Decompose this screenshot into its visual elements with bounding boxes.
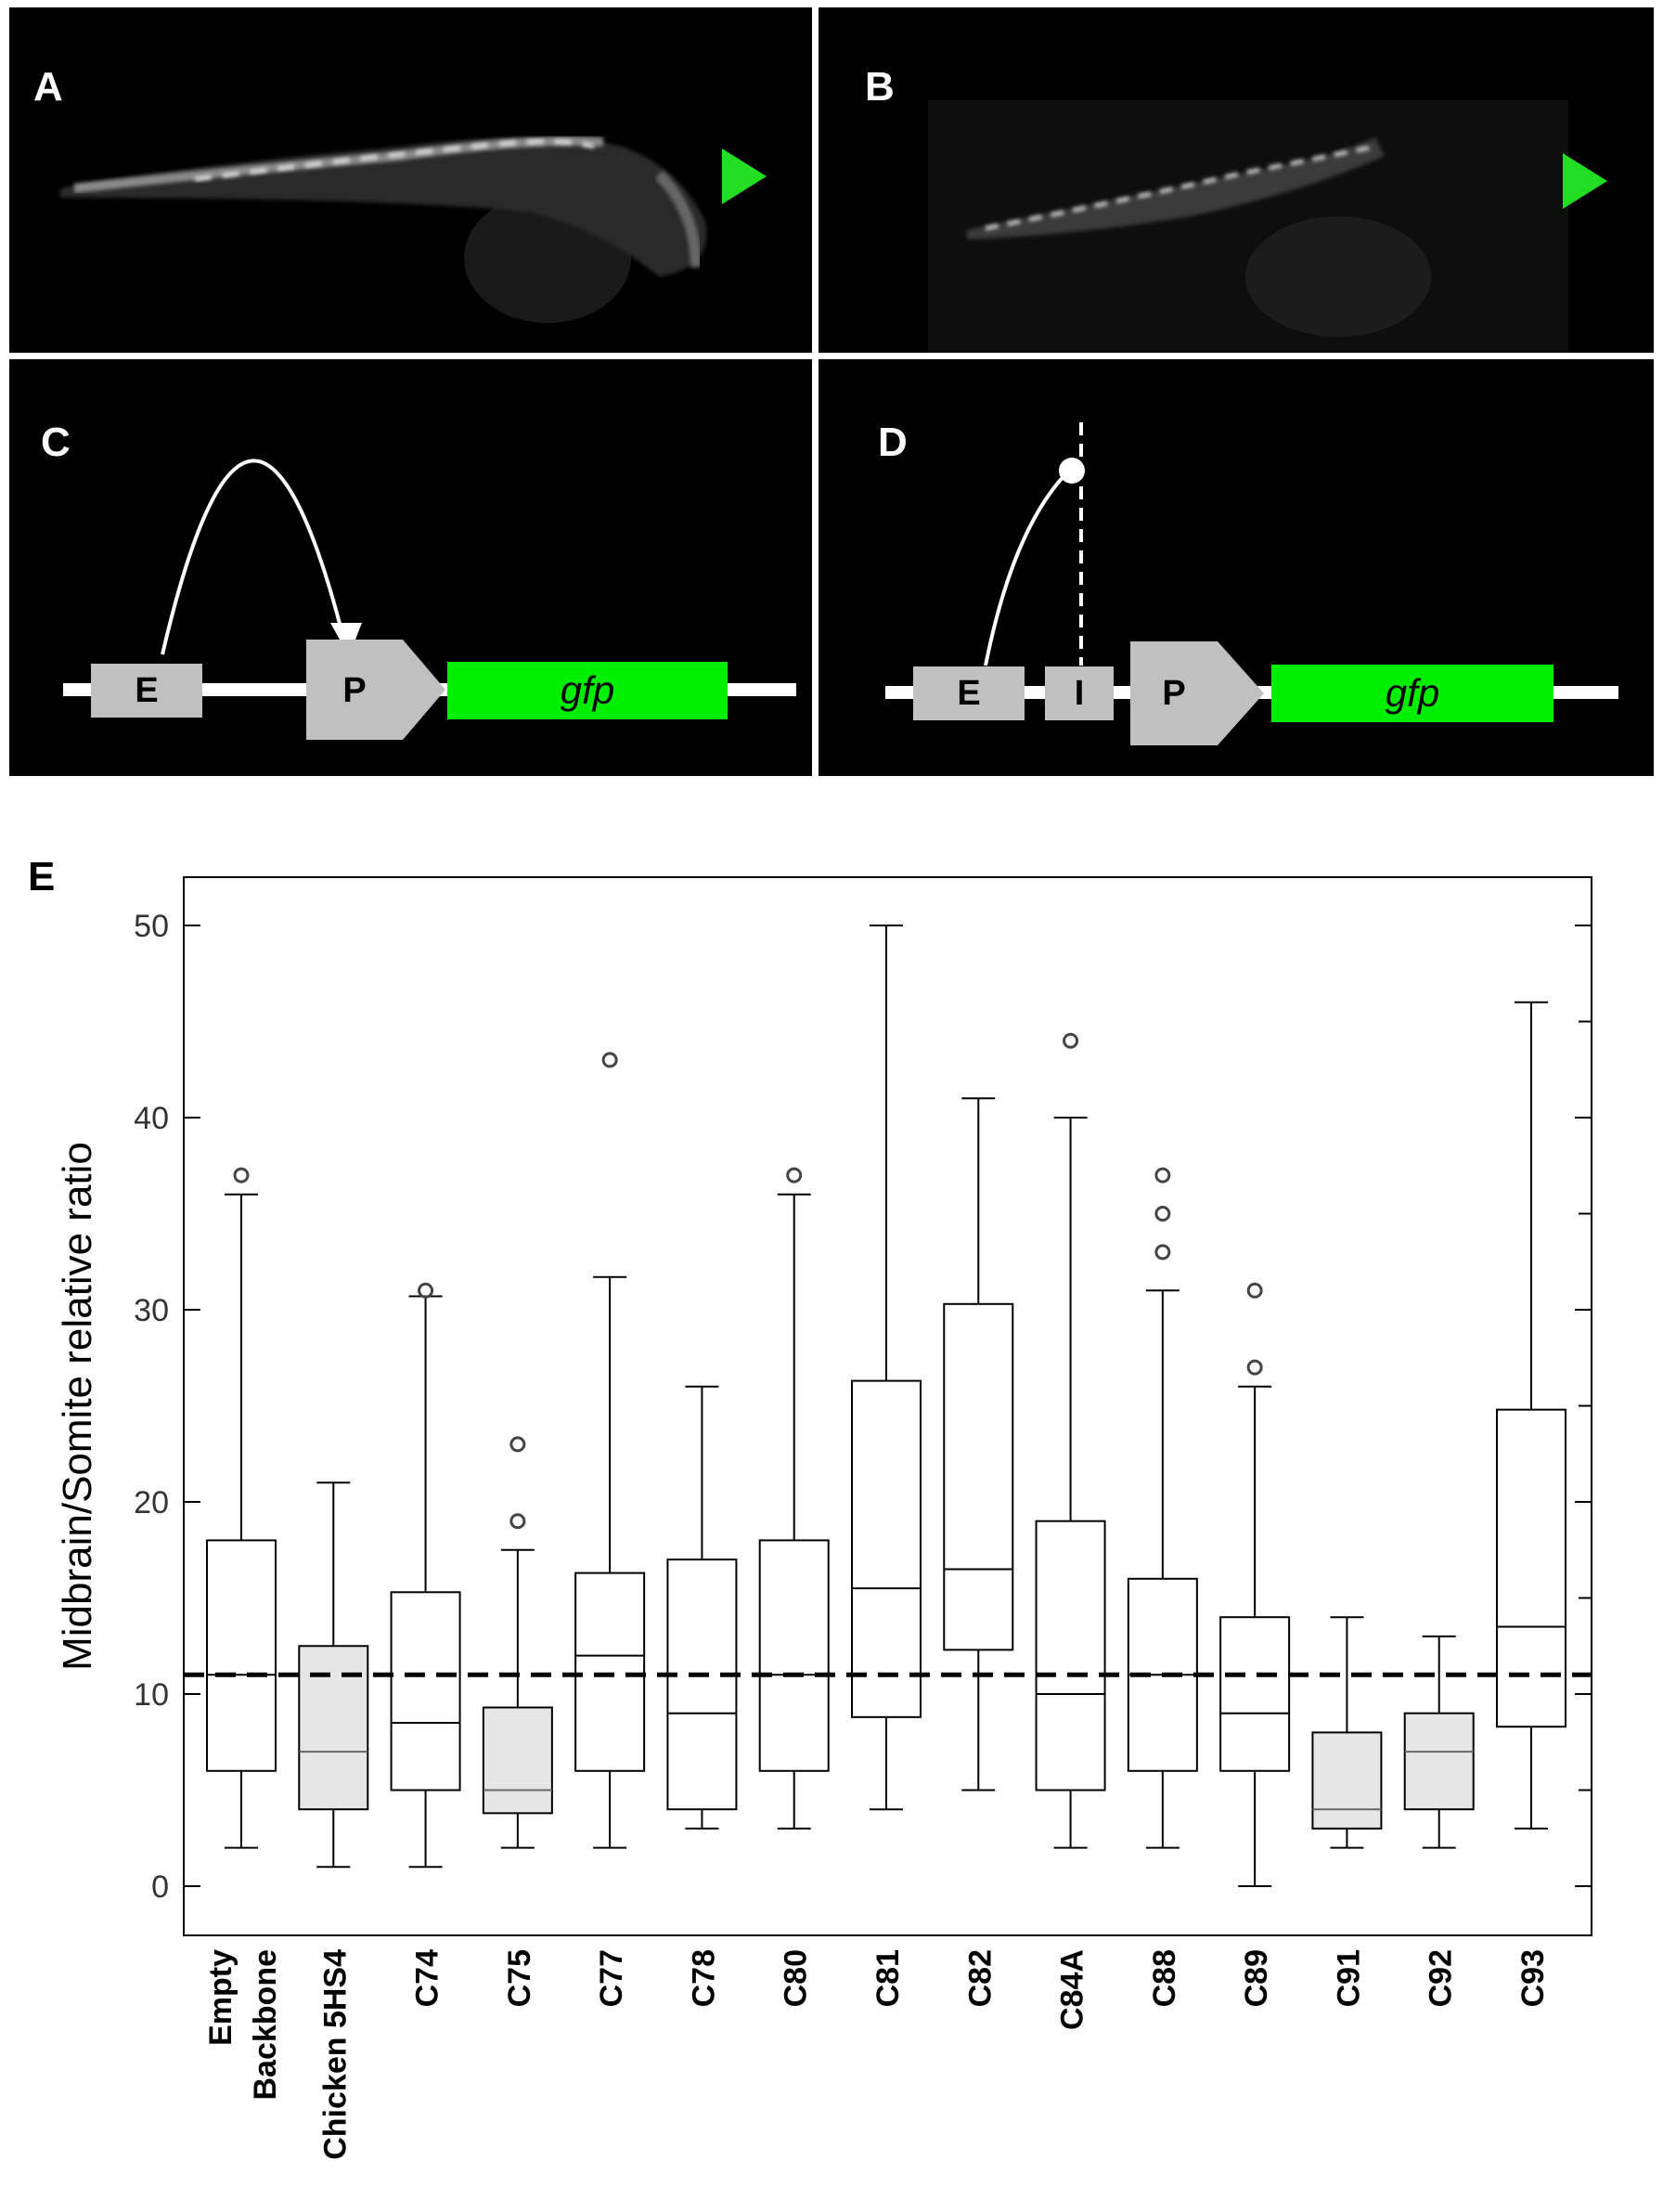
outlier-point: [1154, 1206, 1171, 1222]
category-label: C92: [1424, 1949, 1459, 2007]
category-label: C82: [962, 1949, 998, 2007]
category-label: C89: [1239, 1949, 1274, 2007]
panel-c: C E P gfp: [9, 359, 812, 776]
enhancer-block-d: E: [913, 666, 1025, 720]
insulator-blocked-arrow: [984, 422, 1264, 745]
gfp-reporter-c: gfp: [447, 662, 728, 719]
category-label-line: C84A: [1055, 1949, 1090, 2030]
promoter-arrow-d: [1130, 641, 1264, 745]
category-label-line: C91: [1331, 1949, 1366, 2007]
outlier-point: [418, 1282, 434, 1299]
outlier-point: [786, 1167, 803, 1184]
category-label: Chicken 5HS4: [317, 1949, 353, 2160]
embryo-a-image: [60, 136, 707, 323]
arrowhead-a-icon: [722, 149, 767, 204]
category-label: C88: [1147, 1949, 1182, 2007]
promoter-arrow-c: [306, 640, 445, 740]
panel-a: A: [9, 7, 812, 353]
category-label-line: Chicken 5HS4: [317, 1949, 353, 2160]
y-tick-label: 50: [134, 909, 169, 944]
boxplot-chart: 0 10 20 30 40 50 Midbrain/Somite relative rati…: [55, 876, 1592, 2160]
outlier-point: [601, 1052, 618, 1068]
panel-b-label: B: [865, 64, 895, 110]
category-label: C78: [686, 1949, 721, 2007]
box: [1403, 1712, 1475, 1811]
insulator-block-d: I: [1045, 666, 1114, 720]
category-label-line: C93: [1515, 1949, 1551, 2007]
outlier-point: [1063, 1032, 1079, 1049]
enhancer-arc-arrow: [161, 459, 445, 740]
category-label-line: C88: [1147, 1949, 1182, 2007]
category-label-line: C81: [870, 1949, 906, 2007]
embryo-b-image: [967, 137, 1431, 337]
category-label-line: C75: [502, 1949, 537, 2007]
outlier-point: [1154, 1167, 1171, 1184]
box: [574, 1572, 646, 1772]
panel-d: D E I P gfp: [819, 359, 1654, 776]
box: [298, 1645, 369, 1811]
box: [1219, 1616, 1291, 1772]
category-label: Empty Backbone: [203, 1949, 283, 2101]
promoter-label-c: P: [342, 670, 367, 710]
y-tick-label: 20: [134, 1485, 169, 1520]
category-label-line: Backbone: [248, 1949, 283, 2101]
box: [206, 1539, 277, 1772]
arrowhead-b-shape: [1563, 153, 1607, 209]
y-tick-label: 0: [151, 1869, 169, 1905]
arrowhead-b-icon: [1563, 153, 1607, 209]
category-label: C93: [1515, 1949, 1551, 2007]
box: [758, 1539, 830, 1772]
category-label-line: C80: [779, 1949, 814, 2007]
category-label: C74: [410, 1949, 445, 2007]
outlier-point: [1246, 1359, 1263, 1376]
outlier-point: [233, 1167, 250, 1184]
box: [1311, 1731, 1383, 1830]
panel-c-label: C: [41, 420, 71, 465]
outlier-point: [509, 1436, 526, 1453]
box: [851, 1379, 922, 1718]
gfp-reporter-d: gfp: [1271, 665, 1553, 722]
category-label-line: Empty: [203, 1949, 238, 2046]
category-label-line: C77: [594, 1949, 629, 2007]
arrowhead-a-shape: [722, 149, 767, 204]
y-tick-label: 40: [134, 1101, 169, 1136]
box: [482, 1706, 553, 1815]
box: [943, 1302, 1014, 1651]
category-label: C77: [594, 1949, 629, 2007]
outlier-point: [1246, 1282, 1263, 1299]
category-label: C91: [1331, 1949, 1366, 2007]
outlier-point: [509, 1513, 526, 1530]
category-label: C84A: [1055, 1949, 1090, 2030]
category-label-line: C78: [686, 1949, 721, 2007]
y-tick-label: 10: [134, 1677, 169, 1713]
category-label: C81: [870, 1949, 906, 2007]
panel-d-label: D: [878, 420, 908, 465]
promoter-label-d: P: [1162, 673, 1186, 713]
panel-e-label: E: [28, 854, 56, 899]
category-label-line: C74: [410, 1949, 445, 2007]
category-label-line: C82: [962, 1949, 998, 2007]
category-label-line: C89: [1239, 1949, 1274, 2007]
enhancer-block-c: E: [91, 664, 202, 718]
y-tick-label: 30: [134, 1293, 169, 1328]
box: [666, 1559, 738, 1811]
box: [1035, 1520, 1106, 1792]
category-label-line: C92: [1424, 1949, 1459, 2007]
box: [1496, 1408, 1566, 1728]
outlier-point: [1154, 1244, 1171, 1261]
category-label: C80: [779, 1949, 814, 2007]
panel-a-label: A: [33, 64, 63, 110]
y-axis-label: Midbrain/Somite relative ratio: [55, 1142, 100, 1671]
panel-b: B: [819, 7, 1654, 353]
box: [390, 1591, 461, 1792]
category-label: C75: [502, 1949, 537, 2007]
